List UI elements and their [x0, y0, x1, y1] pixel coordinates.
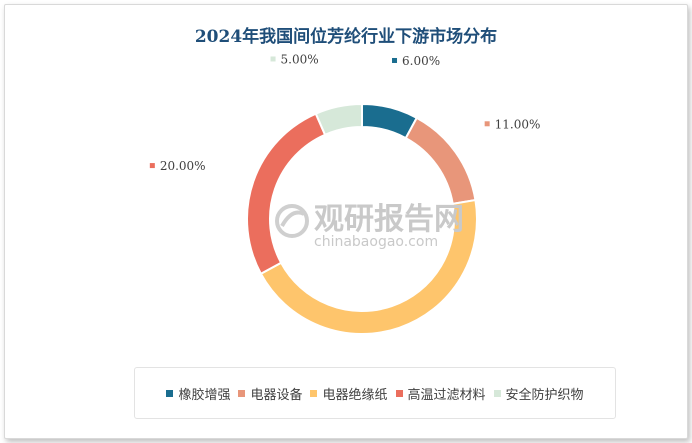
legend-item-5: 安全防护织物 [493, 384, 584, 403]
legend-swatch [395, 389, 403, 397]
watermark-text: 观研报告网 [314, 202, 464, 237]
legend-label: 橡胶增强 [178, 387, 231, 403]
legend-item-4: 高温过滤材料 [395, 384, 486, 403]
legend-item-2: 电器设备 [238, 384, 302, 403]
chart-title: 2024年我国间位芳纶行业下游市场分布 [194, 27, 498, 47]
legend: 橡胶增强 电器设备 电器绝缘纸 高温过滤材料 安全防护织物 [134, 367, 616, 419]
watermark-subtext: chinabaogao.com [314, 234, 438, 250]
legend-swatch [493, 389, 501, 397]
legend-swatch [310, 389, 318, 397]
legend-label: 安全防护织物 [505, 387, 584, 403]
legend-item-1: 橡胶增强 [166, 384, 230, 403]
chart-frame [4, 4, 688, 439]
legend-label: 高温过滤材料 [407, 387, 486, 403]
legend-label: 电器绝缘纸 [322, 387, 388, 403]
data-label-text: 11.00% [495, 117, 541, 131]
data-label-marker [270, 56, 276, 62]
data-label-text: 20.00% [160, 159, 206, 173]
legend-label: 电器设备 [250, 387, 303, 403]
legend-swatch [238, 389, 246, 397]
data-label-1: 6.00% [392, 54, 440, 68]
watermark-logo-icon [275, 204, 309, 238]
slice-2 [404, 116, 477, 206]
data-label-text: 5.00% [281, 52, 319, 66]
slice-5 [314, 102, 363, 137]
legend-item-3: 电器绝缘纸 [310, 384, 388, 403]
data-label-4: 20.00% [149, 159, 206, 173]
data-label-marker [484, 121, 490, 127]
data-label-text: 6.00% [402, 54, 440, 68]
donut-slices [246, 102, 478, 335]
data-label-2: 11.00% [484, 117, 541, 131]
data-label-5: 5.00% [270, 52, 319, 66]
legend-swatch [166, 389, 174, 397]
data-label-marker [392, 57, 398, 63]
watermark: 观研报告网 chinabaogao.com [275, 202, 464, 250]
data-label-marker [149, 163, 155, 169]
